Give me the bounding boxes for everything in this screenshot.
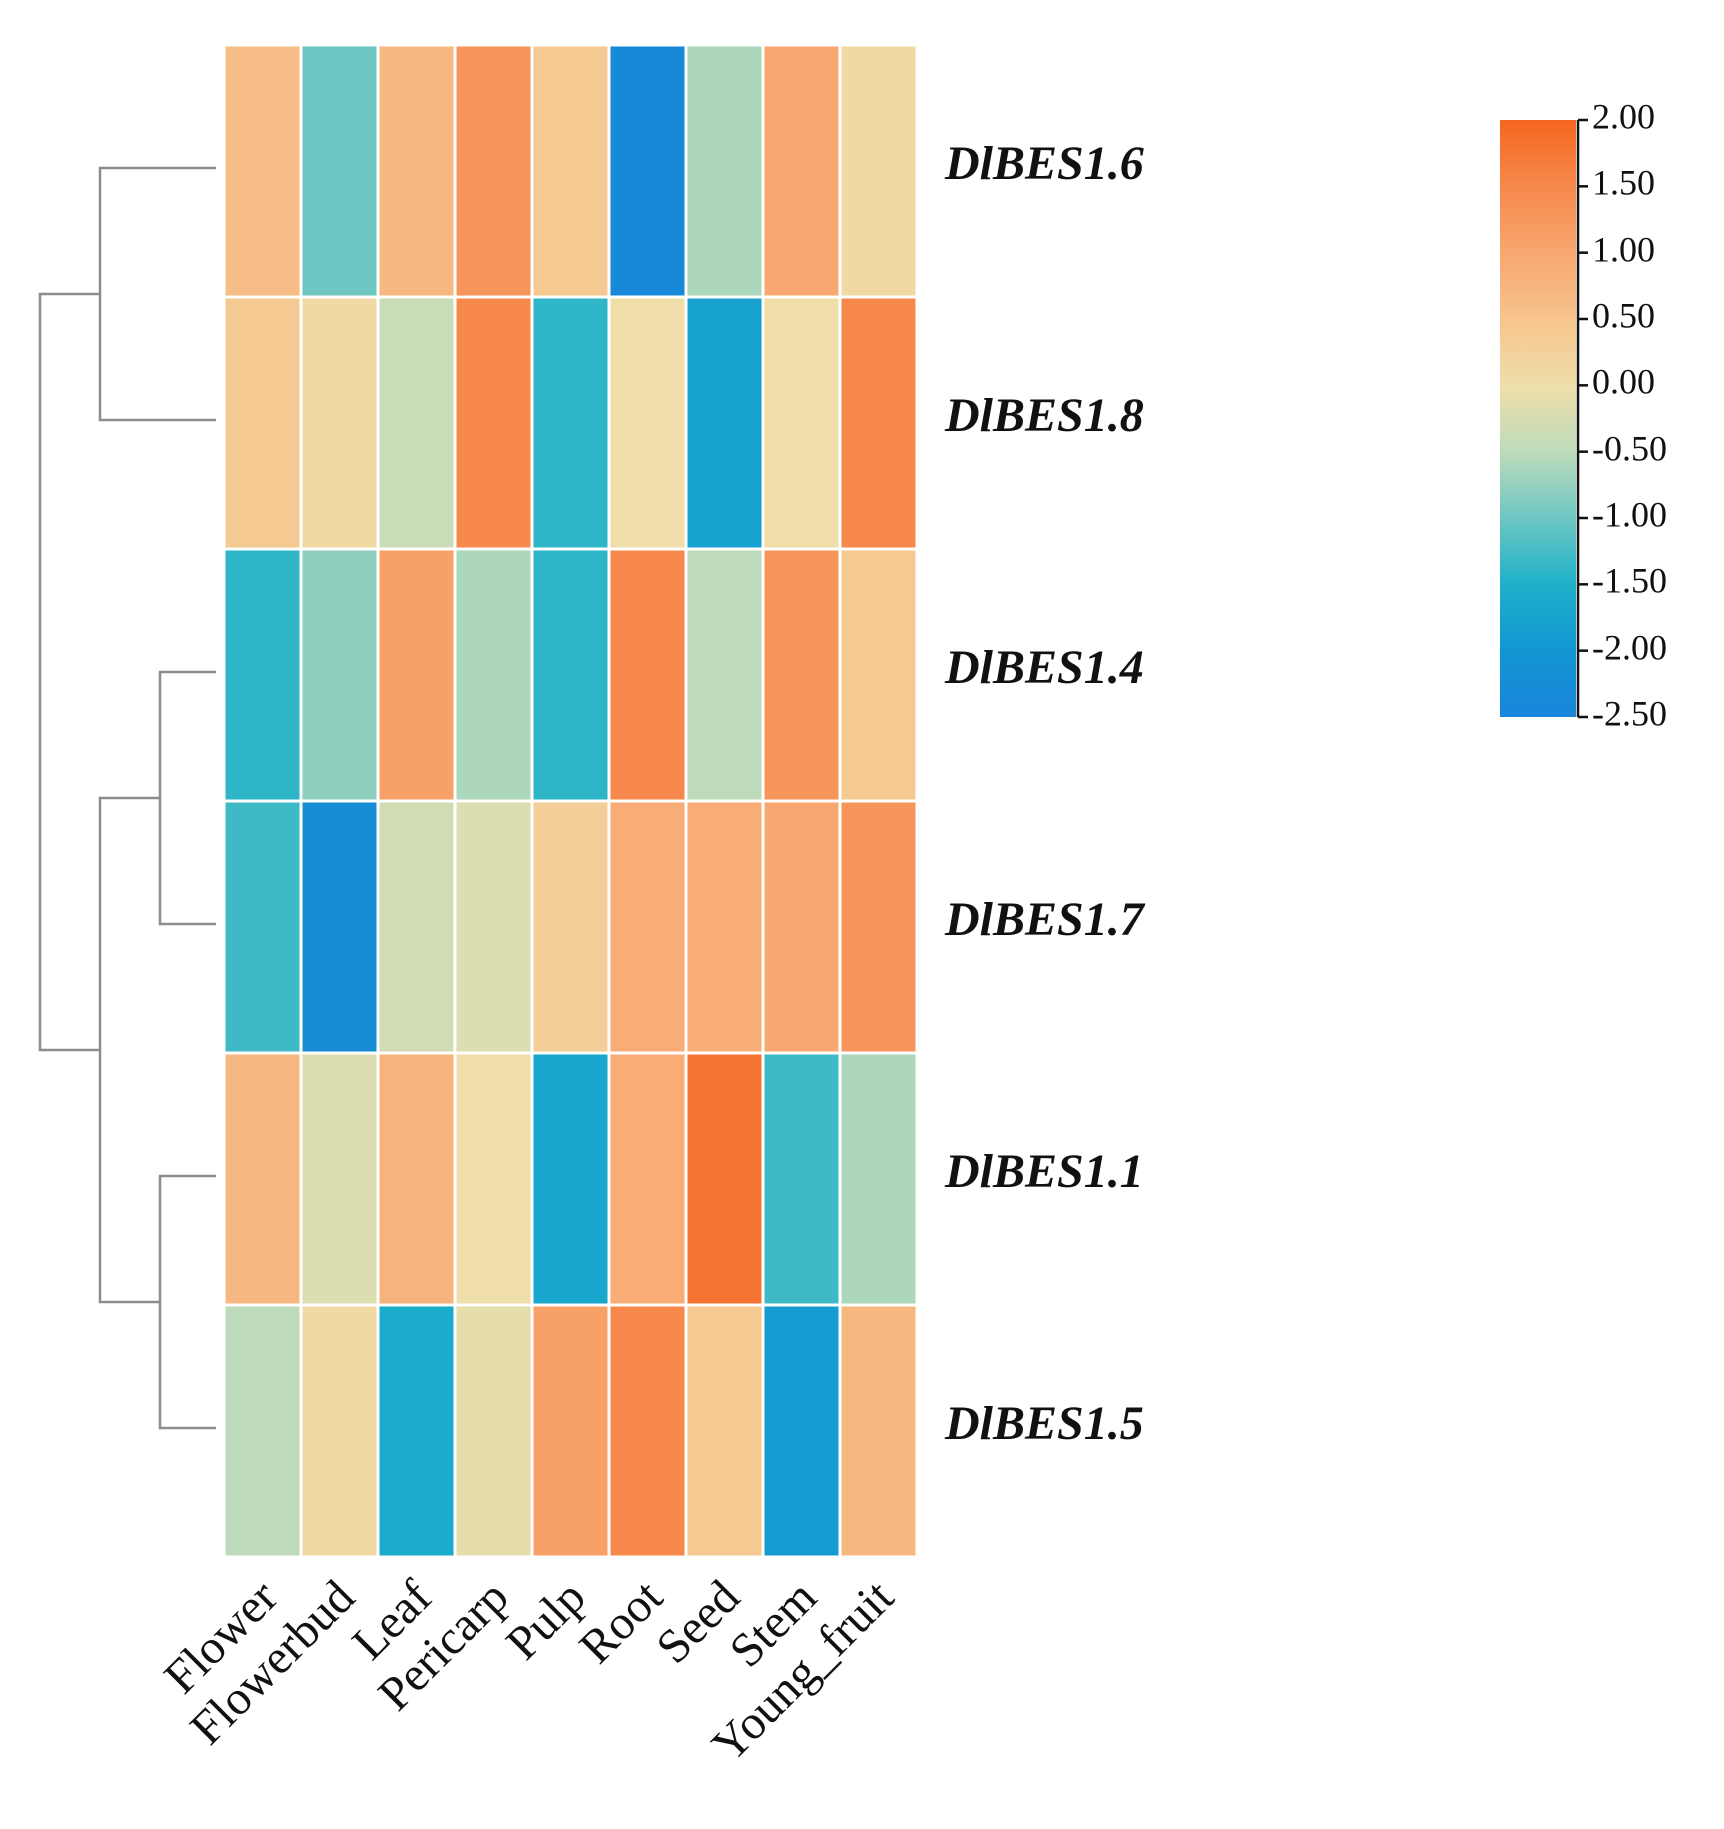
heatmap-cell-dlbes1-1-flower (225, 1054, 300, 1304)
colorbar-tick-label: -0.50 (1592, 428, 1667, 468)
heatmap-cell-dlbes1-5-pulp (533, 1306, 608, 1556)
heatmap-cell-dlbes1-8-young_fruit (841, 298, 916, 548)
heatmap-cell-dlbes1-1-pulp (533, 1054, 608, 1304)
heatmap-cell-dlbes1-1-leaf (379, 1054, 454, 1304)
heatmap-cell-dlbes1-5-leaf (379, 1306, 454, 1556)
heatmap-cell-dlbes1-4-root (610, 550, 685, 800)
heatmap-cell-dlbes1-7-pericarp (456, 802, 531, 1052)
heatmap-cell-dlbes1-6-leaf (379, 46, 454, 296)
heatmap-cell-dlbes1-7-flowerbud (302, 802, 377, 1052)
heatmap-cell-dlbes1-7-young_fruit (841, 802, 916, 1052)
row-dendrogram (38, 166, 216, 1430)
heatmap-cell-dlbes1-4-leaf (379, 550, 454, 800)
colorbar-legend: 2.00 1.50 1.00 0.50 0.00 -0.50 -1.00 -1.… (1500, 96, 1667, 733)
row-label-dlbes1-6: DlBES1.6 (944, 137, 1144, 190)
colorbar-tick-label: 1.50 (1592, 162, 1655, 202)
colorbar-tick-label: 0.50 (1592, 295, 1655, 335)
heatmap-cell-dlbes1-5-pericarp (456, 1306, 531, 1556)
heatmap-cell-dlbes1-6-flower (225, 46, 300, 296)
colorbar-tick-label: -2.00 (1592, 627, 1667, 667)
heatmap-cell-dlbes1-4-seed (687, 550, 762, 800)
heatmap-cell-dlbes1-1-pericarp (456, 1054, 531, 1304)
heatmap-cell-dlbes1-7-leaf (379, 802, 454, 1052)
heatmap-cell-dlbes1-4-pulp (533, 550, 608, 800)
row-label-dlbes1-1: DlBES1.1 (944, 1145, 1144, 1198)
colorbar-tick-label: -2.50 (1592, 693, 1667, 733)
heatmap-cell-dlbes1-4-flowerbud (302, 550, 377, 800)
heatmap-cell-dlbes1-7-stem (764, 802, 839, 1052)
heatmap-cell-dlbes1-4-young_fruit (841, 550, 916, 800)
heatmap-cell-dlbes1-1-stem (764, 1054, 839, 1304)
heatmap-cell-dlbes1-4-flower (225, 550, 300, 800)
heatmap-cell-dlbes1-1-seed (687, 1054, 762, 1304)
colorbar-tick-label: -1.50 (1592, 560, 1667, 600)
heatmap-cell-dlbes1-7-flower (225, 802, 300, 1052)
heatmap-cell-dlbes1-5-flowerbud (302, 1306, 377, 1556)
heatmap-cell-dlbes1-6-root (610, 46, 685, 296)
heatmap-cell-dlbes1-5-flower (225, 1306, 300, 1556)
row-label-dlbes1-8: DlBES1.8 (944, 389, 1144, 442)
heatmap-cell-dlbes1-5-seed (687, 1306, 762, 1556)
heatmap-cell-dlbes1-8-flowerbud (302, 298, 377, 548)
heatmap-cell-dlbes1-1-flowerbud (302, 1054, 377, 1304)
heatmap-cell-dlbes1-8-pulp (533, 298, 608, 548)
heatmap-cell-dlbes1-7-seed (687, 802, 762, 1052)
colorbar-tick-labels: 2.00 1.50 1.00 0.50 0.00 -0.50 -1.00 -1.… (1592, 96, 1667, 733)
row-label-dlbes1-5: DlBES1.5 (944, 1397, 1144, 1450)
colorbar-tick-label: 2.00 (1592, 96, 1655, 136)
colorbar-tick-label: 1.00 (1592, 229, 1655, 269)
heatmap-cell-dlbes1-6-pericarp (456, 46, 531, 296)
heatmap-cell-dlbes1-6-stem (764, 46, 839, 296)
row-label-dlbes1-4: DlBES1.4 (944, 641, 1144, 694)
heatmap-cell-dlbes1-4-pericarp (456, 550, 531, 800)
heatmap-cell-dlbes1-5-young_fruit (841, 1306, 916, 1556)
heatmap-cell-dlbes1-5-stem (764, 1306, 839, 1556)
heatmap-cell-dlbes1-4-stem (764, 550, 839, 800)
heatmap-cell-dlbes1-7-pulp (533, 802, 608, 1052)
heatmap-cell-dlbes1-8-root (610, 298, 685, 548)
heatmap-cell-dlbes1-1-young_fruit (841, 1054, 916, 1304)
colorbar-tick-label: -1.00 (1592, 494, 1667, 534)
heatmap-cell-dlbes1-6-seed (687, 46, 762, 296)
dendrogram-root (38, 292, 100, 1052)
heatmap-cells (225, 46, 916, 1556)
heatmap-cell-dlbes1-6-flowerbud (302, 46, 377, 296)
heatmap-cell-dlbes1-6-young_fruit (841, 46, 916, 296)
heatmap-cell-dlbes1-7-root (610, 802, 685, 1052)
heatmap-cell-dlbes1-5-root (610, 1306, 685, 1556)
heatmap-cell-dlbes1-8-seed (687, 298, 762, 548)
heatmap-cell-dlbes1-8-pericarp (456, 298, 531, 548)
heatmap-cell-dlbes1-1-root (610, 1054, 685, 1304)
row-label-dlbes1-7: DlBES1.7 (944, 893, 1146, 946)
colorbar-gradient (1500, 120, 1576, 717)
heatmap-cell-dlbes1-8-flower (225, 298, 300, 548)
colorbar-tick-label: 0.00 (1592, 361, 1655, 401)
heatmap-cell-dlbes1-8-leaf (379, 298, 454, 548)
heatmap-cell-dlbes1-6-pulp (533, 46, 608, 296)
heatmap-cell-dlbes1-8-stem (764, 298, 839, 548)
colorbar-ticks (1578, 118, 1588, 719)
row-labels: DlBES1.6 DlBES1.8 DlBES1.4 DlBES1.7 DlBE… (944, 137, 1146, 1450)
